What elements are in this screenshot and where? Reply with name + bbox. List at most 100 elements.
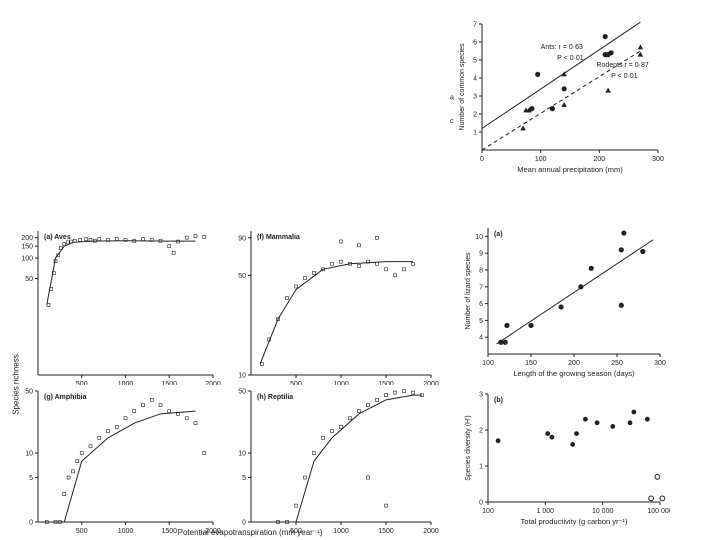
x-axis-label: Length of the growing season (days) [513,369,635,378]
data-point [303,475,307,480]
x-tick-label: 500 [76,528,88,535]
data-point [339,239,343,244]
y-tick-label: 3 [479,392,483,399]
data-point [167,409,172,413]
x-tick-label: 300 [652,156,664,163]
y-tick-label: 0 [242,520,246,527]
data-point [123,238,128,242]
y-tick-label: 200 [21,235,33,242]
data-point [49,287,53,291]
data-point [132,409,137,413]
y-tick-label: 10 [475,234,483,241]
data-point [184,416,189,421]
y-tick-label: 9 [479,251,483,258]
data-point [276,317,280,321]
data-point [618,247,624,253]
x-tick-label: 100 [482,508,494,515]
data-point [79,451,84,455]
data-point [321,436,325,440]
chart-title: (a) Aves [44,234,71,241]
x-tick-label: 150 [525,360,537,367]
data-point-filled [610,424,616,429]
data-point [411,261,415,266]
x-tick-label: 100 [482,360,494,367]
data-point [259,362,264,366]
data-point [402,389,406,393]
y-tick-label: 4 [473,76,477,83]
y-tick-label: 2 [479,428,483,435]
x-tick-label: 500 [76,381,88,385]
fit-line [46,240,196,306]
y-tick-label: 50 [238,389,246,396]
data-point-filled [495,438,501,444]
annotation: Rodents r = 0·87 [596,62,648,69]
data-point [158,403,163,407]
data-point [375,235,379,240]
x-tick-label: 2000 [205,381,221,385]
data-point [357,243,361,248]
data-point [375,261,379,266]
y-tick-label: 5 [473,58,477,65]
data-point [106,429,110,433]
data-point [71,469,75,474]
x-tick-label: 1 000 [537,508,555,515]
data-point [62,492,67,496]
data-point-filled [644,416,650,422]
fit-line-ants [481,21,641,129]
data-point [276,520,280,524]
y-tick-label: 7 [473,22,477,29]
data-point [62,242,67,247]
x-axis-label: Mean annual precipitation (mm) [517,165,623,174]
x-tick-label: 500 [290,528,302,535]
chart-title: (g) Amphibia [44,394,87,401]
data-point [375,398,379,402]
y-tick-label: 50 [25,276,33,283]
x-tick-label: 300 [654,360,666,367]
rodent-point [637,51,644,57]
x-tick-label: 2000 [205,528,221,535]
data-point [303,276,307,280]
data-point [93,238,97,243]
data-point [132,238,137,243]
data-point [72,238,77,243]
annotation: Ants: r = 0·63 [541,44,583,51]
x-tick-label: 2000 [423,381,439,385]
shared-xlabel: Potential evapotranspiration (mm year⁻¹) [177,528,323,537]
data-point [621,230,627,236]
data-point [171,250,176,255]
x-tick-label: 1500 [378,528,394,535]
ant-point [529,106,535,112]
data-point-filled [631,409,637,415]
x-tick-label: 100 [535,156,547,163]
y-tick-label: 4 [479,335,483,342]
data-point [498,339,504,345]
data-point [51,271,56,275]
data-point [75,459,80,463]
data-point [588,265,594,271]
y-tick-label: 0 [29,520,33,527]
chart-title: (h) Reptilia [257,394,293,401]
y-tick-label: 1 [479,464,483,471]
data-point [114,425,119,429]
data-point [53,259,58,264]
data-point-filled [570,442,576,447]
data-point [158,238,163,243]
rodent-point [561,102,567,107]
side-label: a [450,95,454,102]
data-point [88,444,93,449]
ant-point [535,71,541,77]
annotation: P < 0·01 [557,55,584,62]
data-point [384,267,388,272]
data-point [97,436,102,440]
data-point [528,322,534,329]
x-tick-label: 1000 [118,528,134,535]
x-axis-label: Total productivity (g carbon yr⁻¹) [521,517,628,526]
fit-line [63,410,196,523]
data-point [193,421,198,426]
data-point [123,416,128,421]
y-tick-label: 7 [479,284,483,291]
x-tick-label: 1000 [333,528,349,535]
x-tick-label: 1000 [333,381,349,385]
rodent-point [526,107,532,113]
data-point [88,238,93,242]
